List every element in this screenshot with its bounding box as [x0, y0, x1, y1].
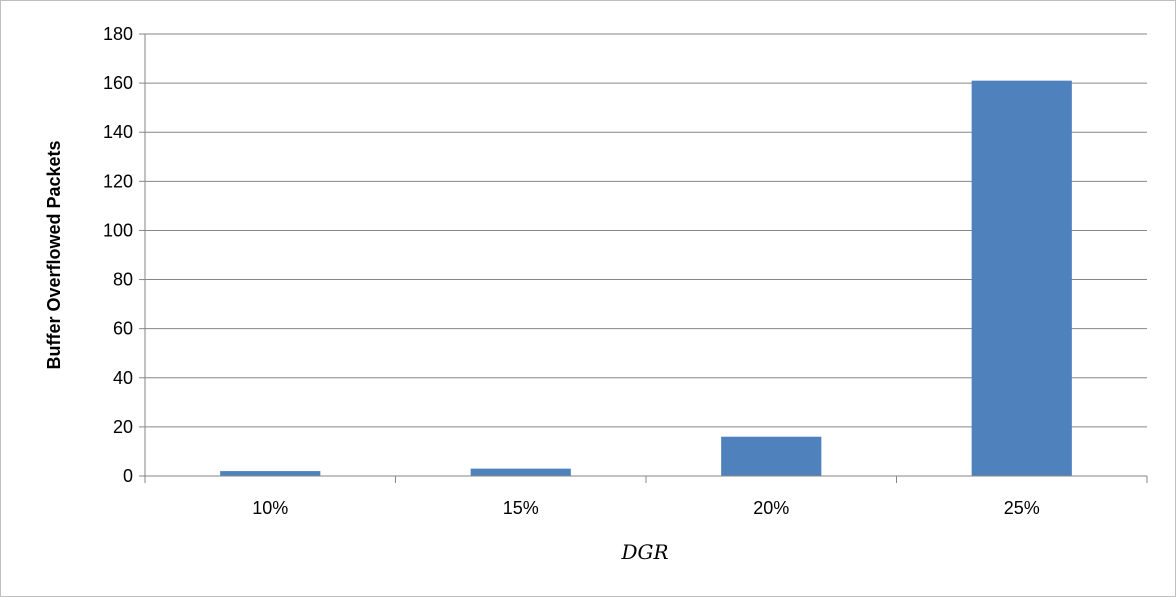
- y-tick-label: 80: [113, 270, 133, 290]
- x-tick-label: 20%: [753, 498, 789, 518]
- y-axis-label: Buffer Overflowed Packets: [44, 140, 64, 369]
- x-tick-labels: 10% 15% 20% 25%: [252, 498, 1040, 518]
- bar-25pct: [971, 80, 1072, 477]
- bars: [220, 80, 1072, 477]
- y-tick-label: 40: [113, 368, 133, 388]
- y-tick-labels: 0 20 40 60 80 100 120 140 160 180: [103, 24, 133, 486]
- y-tick-label: 60: [113, 319, 133, 339]
- x-tick-label: 10%: [252, 498, 288, 518]
- x-tick-label: 15%: [503, 498, 539, 518]
- y-tick-label: 0: [123, 466, 133, 486]
- x-tick-label: 25%: [1004, 498, 1040, 518]
- y-tick-label: 140: [103, 122, 133, 142]
- y-tick-label: 120: [103, 171, 133, 191]
- bar-20pct: [721, 436, 822, 476]
- x-axis-label: DGR: [620, 540, 668, 564]
- bar-10pct: [220, 471, 321, 476]
- axes: [139, 33, 1148, 483]
- bar-15pct: [470, 468, 571, 476]
- y-tick-label: 20: [113, 417, 133, 437]
- y-tick-label: 180: [103, 24, 133, 44]
- y-tick-label: 100: [103, 220, 133, 240]
- y-tick-label: 160: [103, 73, 133, 93]
